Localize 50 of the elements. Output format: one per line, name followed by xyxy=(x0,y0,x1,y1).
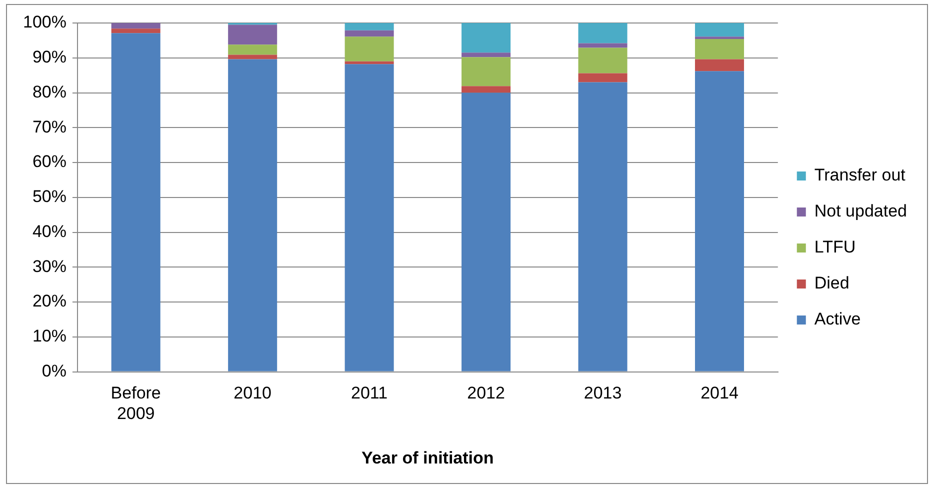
bar xyxy=(578,43,628,48)
bar xyxy=(462,23,511,53)
bar xyxy=(694,36,744,40)
y-tick-label: 30% xyxy=(32,256,66,276)
y-tick-label: 50% xyxy=(32,187,66,206)
bar xyxy=(578,82,628,372)
legend-label: Active xyxy=(814,310,861,329)
bar xyxy=(344,23,394,30)
bar xyxy=(694,39,744,60)
x-tick-label: 2012 xyxy=(467,384,505,403)
bar xyxy=(578,23,628,44)
y-tick-label: 60% xyxy=(32,152,66,172)
bar xyxy=(228,24,278,45)
x-tick-label: 2011 xyxy=(351,384,388,403)
y-tick-label: 100% xyxy=(22,12,66,32)
bar xyxy=(228,44,278,55)
x-tick-label: 2013 xyxy=(584,384,622,403)
y-tick-label: 80% xyxy=(32,82,66,102)
bar xyxy=(462,52,511,58)
bar xyxy=(228,54,278,60)
bar xyxy=(344,36,394,62)
bar xyxy=(344,30,394,37)
bar xyxy=(344,64,394,372)
bar xyxy=(462,57,511,86)
bar xyxy=(578,73,628,82)
bar xyxy=(228,59,278,372)
bar xyxy=(694,71,744,372)
bar xyxy=(344,61,394,64)
bar xyxy=(694,23,744,37)
legend-label: LTFU xyxy=(814,238,856,257)
y-tick-label: 20% xyxy=(32,292,66,311)
bar xyxy=(111,33,160,372)
legend-label: Died xyxy=(814,274,850,293)
legend-label: Transfer out xyxy=(814,166,906,185)
y-tick-label: 90% xyxy=(32,48,66,67)
y-tick-label: 70% xyxy=(32,117,66,136)
y-tick-label: 0% xyxy=(42,361,66,380)
x-tick-label: 2010 xyxy=(234,384,272,403)
bar xyxy=(578,48,628,74)
x-tick-label: 2014 xyxy=(700,384,738,403)
bar xyxy=(694,59,744,72)
x-tick-label: Before 2009 xyxy=(110,384,161,424)
x-axis-title: Year of initiation xyxy=(362,448,494,468)
bar xyxy=(462,86,511,93)
bar xyxy=(111,28,160,34)
y-tick-label: 10% xyxy=(32,326,66,346)
y-tick-label: 40% xyxy=(32,222,66,241)
bar xyxy=(111,23,160,29)
bar xyxy=(462,92,511,372)
legend-label: Not updated xyxy=(814,202,908,221)
